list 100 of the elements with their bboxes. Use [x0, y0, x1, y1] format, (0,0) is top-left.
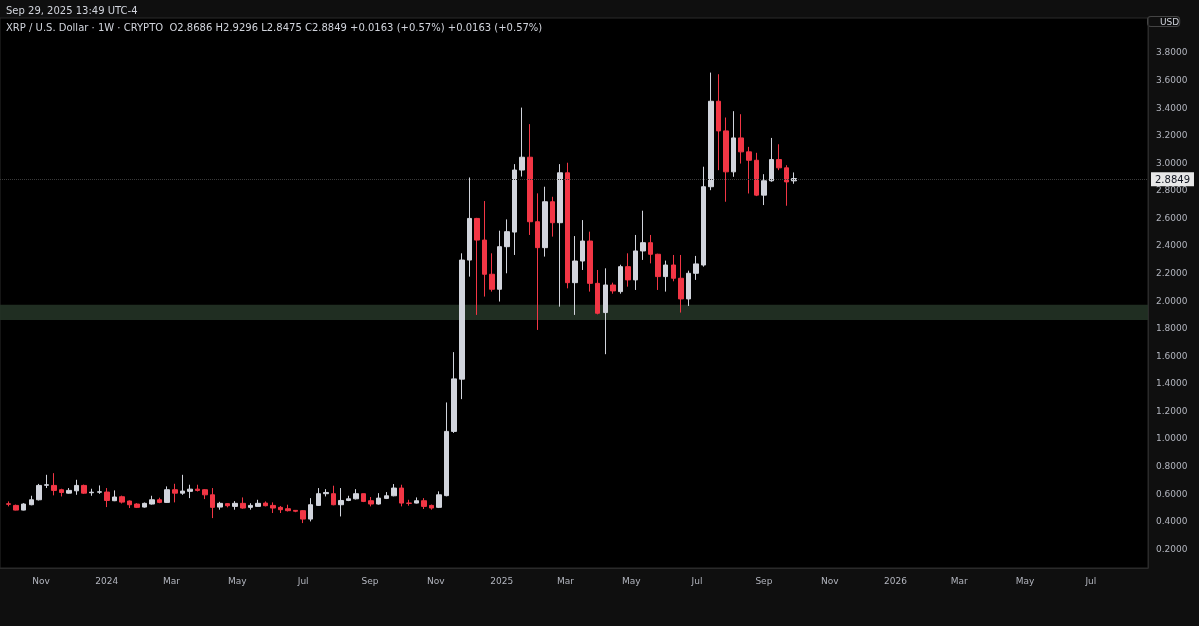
candlestick: [278, 505, 283, 514]
y-tick-label: 3.0000: [1156, 157, 1188, 168]
candlestick: [754, 152, 759, 197]
candlestick: [6, 500, 11, 507]
candlestick: [429, 504, 434, 511]
candlestick: [263, 500, 268, 507]
x-tick-label: Nov: [820, 575, 840, 586]
x-tick-label: 2025: [490, 575, 514, 586]
candlestick: [195, 484, 200, 492]
candlestick: [784, 164, 789, 207]
candlestick: [119, 495, 125, 504]
candlestick: [13, 504, 19, 511]
candlestick: [482, 200, 487, 298]
candlestick: [708, 72, 714, 191]
x-tick-label: Jul: [1084, 575, 1097, 586]
candlestick: [51, 472, 57, 496]
x-tick-label: May: [1015, 575, 1035, 586]
y-tick-label: 2.8000: [1156, 185, 1188, 196]
candlestick: [542, 186, 548, 258]
y-tick-label: 0.4000: [1156, 516, 1188, 527]
candlestick: [557, 163, 563, 308]
candlestick: [746, 146, 752, 194]
y-tick-label: 3.6000: [1156, 75, 1188, 86]
y-tick-label: 1.4000: [1156, 378, 1188, 389]
candlestick: [527, 123, 533, 236]
candlestick: [776, 143, 782, 171]
x-tick-label: Nov: [427, 575, 446, 586]
x-tick-label: Jul: [296, 575, 309, 586]
candlestick: [66, 487, 72, 495]
candlestick: [625, 252, 631, 288]
candlestick: [232, 500, 238, 511]
candlestick: [504, 218, 510, 274]
x-tick-label: Sep: [361, 575, 379, 586]
candlestick: [399, 484, 404, 507]
candlestick: [361, 493, 366, 503]
candlestick: [693, 255, 699, 281]
candlestick: [81, 484, 87, 495]
y-tick-label: 2.0000: [1156, 295, 1188, 306]
candlestick: [202, 488, 208, 500]
candlestick: [44, 474, 49, 489]
candlestick: [112, 489, 117, 502]
candlestick: [59, 488, 64, 497]
candlestick: [338, 487, 344, 517]
x-tick-label: Jul: [690, 575, 703, 586]
candlestick: [127, 499, 132, 509]
candlestick: [565, 162, 570, 289]
candlestick: [134, 502, 140, 509]
candlestick: [157, 497, 162, 504]
candlestick: [723, 117, 729, 203]
candlestick: [686, 270, 691, 307]
candlestick: [595, 269, 600, 315]
y-tick-label: 3.2000: [1156, 130, 1188, 141]
candlestick: [180, 474, 185, 496]
y-tick-label: 0.8000: [1156, 460, 1188, 471]
x-tick-label: 2024: [95, 575, 119, 586]
y-tick-label: 1.0000: [1156, 433, 1188, 444]
candlestick: [701, 166, 706, 268]
candlestick: [270, 501, 276, 514]
candlestick: [716, 73, 721, 171]
candlestick: [104, 487, 110, 508]
candlestick: [444, 401, 449, 497]
y-tick-label: 1.8000: [1156, 323, 1188, 334]
candlestick: [678, 254, 684, 314]
x-tick-label: Mar: [163, 575, 181, 586]
y-tick-label: 3.4000: [1156, 102, 1188, 113]
candlestick: [459, 252, 465, 400]
y-tick-label: 2.6000: [1156, 212, 1188, 223]
candlestick: [648, 234, 653, 264]
y-tick-label: 3.8000: [1156, 47, 1188, 58]
ref-line-label: 2.8849: [1155, 173, 1190, 185]
candlestick: [414, 496, 419, 504]
candlestick: [368, 496, 374, 507]
candlestick: [572, 235, 578, 316]
candlestick: [316, 487, 321, 507]
candlestick: [474, 217, 480, 316]
candlestick: [300, 509, 306, 524]
candlestick: [29, 495, 34, 506]
candlestick: [406, 499, 412, 507]
candlestick: [255, 499, 261, 508]
x-tick-label: Sep: [755, 575, 773, 586]
candlestick: [240, 496, 246, 510]
candlestick: [497, 230, 502, 303]
candlestick: [640, 210, 646, 261]
candlestick: [519, 107, 525, 178]
y-tick-label: 0.6000: [1156, 488, 1188, 499]
candlestick: [671, 254, 676, 282]
candlestick: [603, 267, 608, 355]
candlestick: [89, 488, 94, 497]
candlestick: [580, 219, 585, 271]
candlestick: [308, 497, 313, 522]
candlestick: [353, 488, 359, 500]
candlestick: [164, 485, 170, 504]
x-tick-label: 2026: [884, 575, 908, 586]
candlestick: [331, 485, 336, 506]
y-tick-label: 0.2000: [1156, 543, 1188, 554]
candlestick: [187, 484, 193, 499]
candlestick: [610, 282, 616, 295]
candlestick: [421, 497, 427, 510]
candlestick: [451, 351, 457, 434]
candlestick: [512, 163, 517, 256]
